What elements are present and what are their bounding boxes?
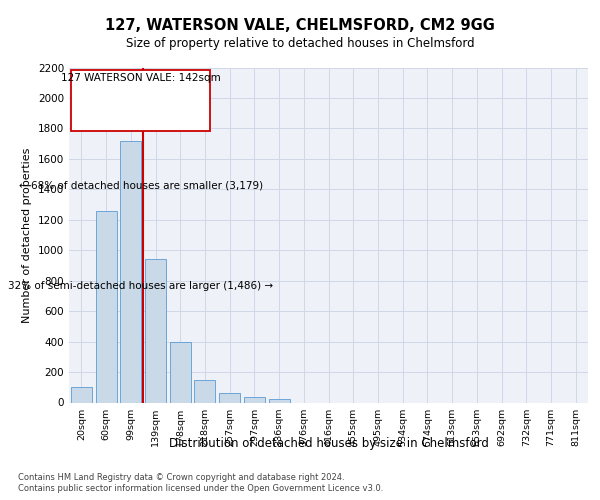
Bar [170,342,191,402]
Bar [244,396,265,402]
Text: 127 WATERSON VALE: 142sqm: 127 WATERSON VALE: 142sqm [61,73,221,83]
Text: Distribution of detached houses by size in Chelmsford: Distribution of detached houses by size … [169,438,489,450]
Text: 32% of semi-detached houses are larger (1,486) →: 32% of semi-detached houses are larger (… [8,281,273,291]
Text: Contains HM Land Registry data © Crown copyright and database right 2024.: Contains HM Land Registry data © Crown c… [18,472,344,482]
Text: Size of property relative to detached houses in Chelmsford: Size of property relative to detached ho… [125,38,475,51]
FancyBboxPatch shape [71,70,210,132]
Text: ← 68% of detached houses are smaller (3,179): ← 68% of detached houses are smaller (3,… [19,180,263,190]
Bar [71,388,92,402]
Text: Contains public sector information licensed under the Open Government Licence v3: Contains public sector information licen… [18,484,383,493]
Bar [95,210,116,402]
Text: 127, WATERSON VALE, CHELMSFORD, CM2 9GG: 127, WATERSON VALE, CHELMSFORD, CM2 9GG [105,18,495,32]
Bar [120,140,141,402]
Bar [219,392,240,402]
Bar [194,380,215,402]
Bar [269,398,290,402]
Y-axis label: Number of detached properties: Number of detached properties [22,148,32,322]
Bar [145,260,166,402]
